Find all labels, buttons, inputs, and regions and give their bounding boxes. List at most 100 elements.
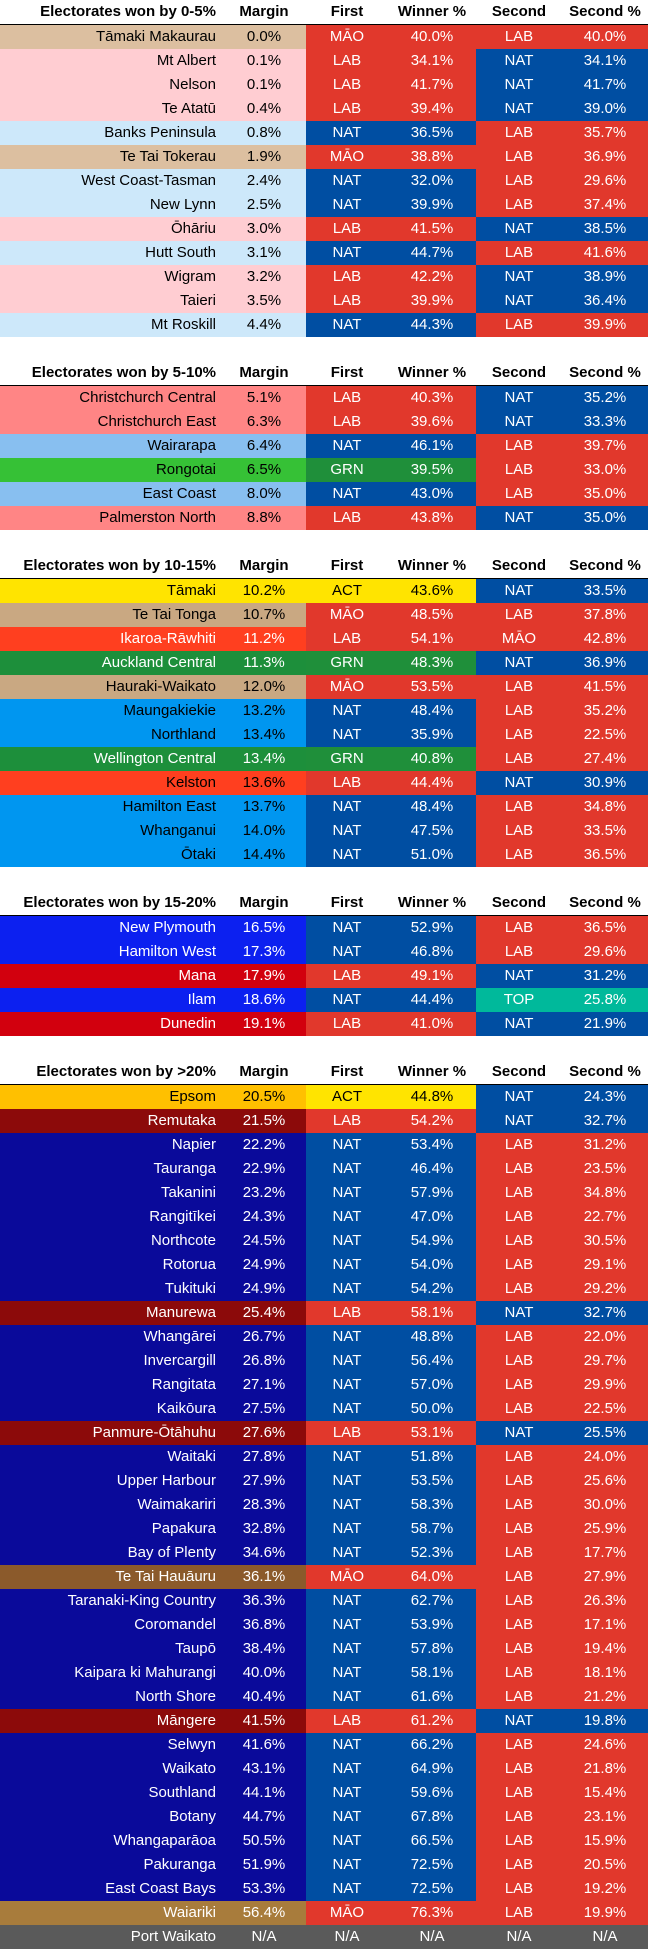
second-party: NAT: [476, 1709, 562, 1733]
winner-pct: 38.8%: [388, 145, 476, 169]
margin-value: 13.4%: [222, 747, 306, 771]
electorate-name: East Coast Bays: [0, 1877, 222, 1901]
first-party: NAT: [306, 1781, 388, 1805]
second-party: LAB: [476, 843, 562, 867]
winner-pct: 53.9%: [388, 1613, 476, 1637]
second-pct: 34.8%: [562, 1181, 648, 1205]
electorate-name: East Coast: [0, 482, 222, 506]
second-pct: 39.9%: [562, 313, 648, 337]
electorate-name: Ikaroa-Rāwhiti: [0, 627, 222, 651]
first-party: MĀO: [306, 675, 388, 699]
electorate-name: Nelson: [0, 73, 222, 97]
second-pct: 33.5%: [562, 819, 648, 843]
first-party: NAT: [306, 1253, 388, 1277]
second-party: LAB: [476, 24, 562, 49]
second-pct: 29.9%: [562, 1373, 648, 1397]
first-party: LAB: [306, 1709, 388, 1733]
winner-pct: 50.0%: [388, 1397, 476, 1421]
electorate-name: Te Tai Tokerau: [0, 145, 222, 169]
margin-value: 5.1%: [222, 385, 306, 410]
header-second: Second: [476, 891, 562, 916]
electorate-name: New Lynn: [0, 193, 222, 217]
margin-value: 11.2%: [222, 627, 306, 651]
table-row: West Coast-Tasman 2.4% NAT 32.0% LAB 29.6%: [0, 169, 648, 193]
header-margin: Margin: [222, 361, 306, 386]
electorate-name: Rotorua: [0, 1253, 222, 1277]
second-pct: 30.9%: [562, 771, 648, 795]
first-party: LAB: [306, 73, 388, 97]
first-party: GRN: [306, 747, 388, 771]
first-party: LAB: [306, 217, 388, 241]
winner-pct: 41.5%: [388, 217, 476, 241]
electorate-name: Selwyn: [0, 1733, 222, 1757]
section-title: Electorates won by 10-15%: [0, 554, 222, 579]
electorate-name: New Plymouth: [0, 915, 222, 940]
electorate-name: West Coast-Tasman: [0, 169, 222, 193]
winner-pct: 44.4%: [388, 988, 476, 1012]
first-party: MĀO: [306, 1565, 388, 1589]
table-row: New Plymouth 16.5% NAT 52.9% LAB 36.5%: [0, 915, 648, 940]
winner-pct: 48.4%: [388, 795, 476, 819]
table-row: Christchurch East 6.3% LAB 39.6% NAT 33.3%: [0, 410, 648, 434]
first-party: NAT: [306, 169, 388, 193]
second-pct: 33.5%: [562, 578, 648, 603]
table-row: East Coast 8.0% NAT 43.0% LAB 35.0%: [0, 482, 648, 506]
margin-value: 6.5%: [222, 458, 306, 482]
first-party: NAT: [306, 1133, 388, 1157]
first-party: NAT: [306, 482, 388, 506]
electorate-name: Whangārei: [0, 1325, 222, 1349]
table-row: Rongotai 6.5% GRN 39.5% LAB 33.0%: [0, 458, 648, 482]
winner-pct: 46.8%: [388, 940, 476, 964]
header-row: Electorates won by >20% Margin First Winner…: [0, 1060, 648, 1085]
first-party: NAT: [306, 1541, 388, 1565]
first-party: MĀO: [306, 1901, 388, 1925]
first-party: NAT: [306, 313, 388, 337]
second-party: LAB: [476, 915, 562, 940]
second-pct: 35.7%: [562, 121, 648, 145]
table-row: Upper Harbour 27.9% NAT 53.5% LAB 25.6%: [0, 1469, 648, 1493]
second-party: LAB: [476, 193, 562, 217]
winner-pct: 57.8%: [388, 1637, 476, 1661]
second-party: NAT: [476, 1421, 562, 1445]
second-party: LAB: [476, 1805, 562, 1829]
winner-pct: 35.9%: [388, 723, 476, 747]
table-row: Māngere 41.5% LAB 61.2% NAT 19.8%: [0, 1709, 648, 1733]
section-5: Electorates won by >20% Margin First Winner…: [0, 1060, 648, 1949]
margin-value: 22.2%: [222, 1133, 306, 1157]
electorate-name: Maungakiekie: [0, 699, 222, 723]
margin-value: 41.6%: [222, 1733, 306, 1757]
table-row: Taupō 38.4% NAT 57.8% LAB 19.4%: [0, 1637, 648, 1661]
winner-pct: 54.1%: [388, 627, 476, 651]
margin-value: 8.0%: [222, 482, 306, 506]
winner-pct: 48.8%: [388, 1325, 476, 1349]
table-row: Waikato 43.1% NAT 64.9% LAB 21.8%: [0, 1757, 648, 1781]
second-pct: 18.1%: [562, 1661, 648, 1685]
second-pct: 21.8%: [562, 1757, 648, 1781]
winner-pct: 54.2%: [388, 1109, 476, 1133]
electorate-name: Ōtaki: [0, 843, 222, 867]
electorate-name: Kelston: [0, 771, 222, 795]
second-pct: 36.9%: [562, 145, 648, 169]
margin-value: 0.0%: [222, 24, 306, 49]
second-party: LAB: [476, 1637, 562, 1661]
margin-value: 28.3%: [222, 1493, 306, 1517]
table-row: New Lynn 2.5% NAT 39.9% LAB 37.4%: [0, 193, 648, 217]
second-party: LAB: [476, 723, 562, 747]
first-party: NAT: [306, 1517, 388, 1541]
second-pct: 29.6%: [562, 940, 648, 964]
margin-value: 27.9%: [222, 1469, 306, 1493]
header-second-pct: Second %: [562, 1060, 648, 1085]
second-party: LAB: [476, 1829, 562, 1853]
table-row: Whangārei 26.7% NAT 48.8% LAB 22.0%: [0, 1325, 648, 1349]
second-pct: 35.0%: [562, 506, 648, 530]
margin-value: 53.3%: [222, 1877, 306, 1901]
electorate-name: Northland: [0, 723, 222, 747]
second-party: LAB: [476, 1253, 562, 1277]
first-party: NAT: [306, 1661, 388, 1685]
second-party: LAB: [476, 1229, 562, 1253]
first-party: LAB: [306, 289, 388, 313]
winner-pct: N/A: [388, 1925, 476, 1949]
electorate-name: North Shore: [0, 1685, 222, 1709]
winner-pct: 72.5%: [388, 1877, 476, 1901]
margin-value: 32.8%: [222, 1517, 306, 1541]
